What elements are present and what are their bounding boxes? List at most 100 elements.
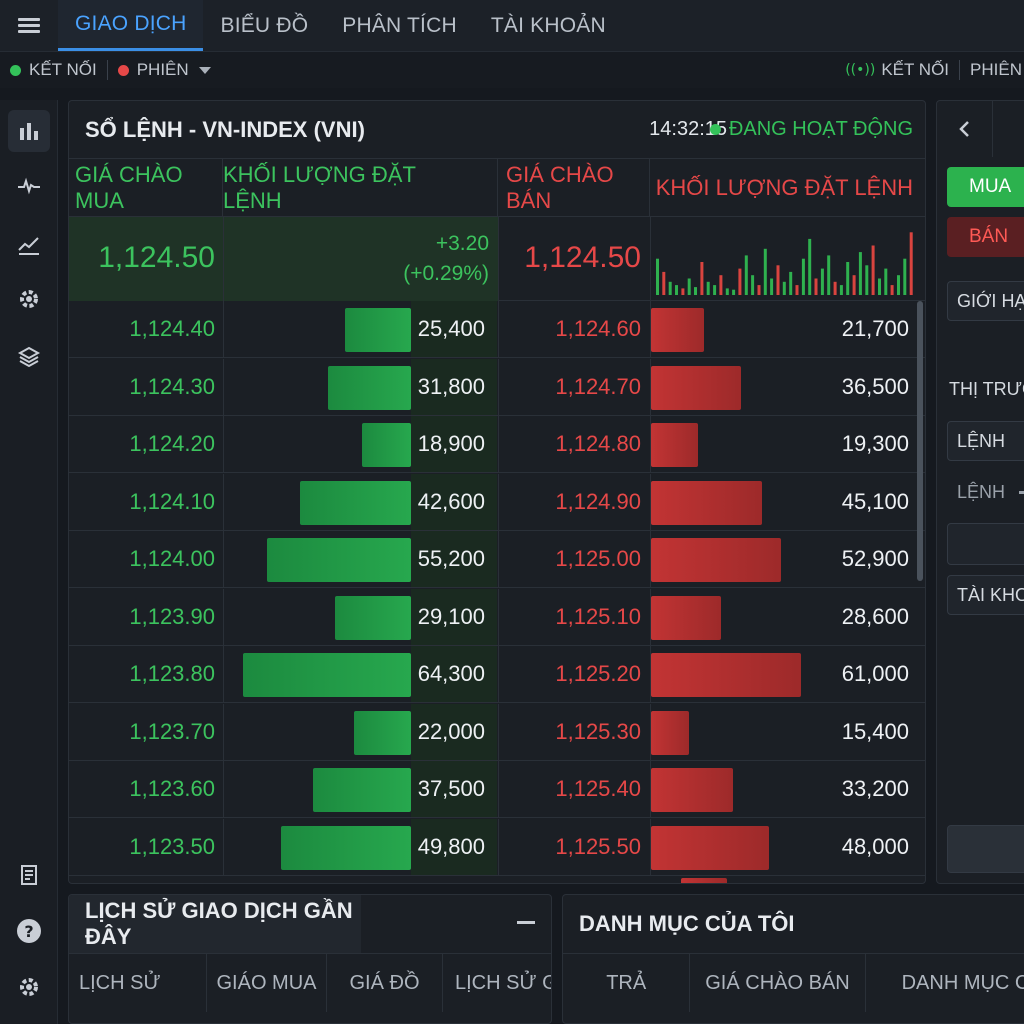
ask-price[interactable]: 1,125.50 xyxy=(555,833,641,859)
session-dropdown[interactable]: PHIÊN xyxy=(108,60,221,80)
bid-depth-bar xyxy=(335,595,411,640)
tab-tai-khoan[interactable]: TÀI KHOẢN xyxy=(490,13,606,37)
bid-price[interactable]: 1,123.90 xyxy=(129,603,215,629)
order-book-row[interactable]: 1,123.70 22,000 1,125.30 15,400 xyxy=(69,703,925,761)
column-header[interactable]: DANH MỤC CỦA xyxy=(901,971,1024,994)
column-header[interactable]: LỊCH SỬ xyxy=(69,954,207,1012)
submit-order-button[interactable] xyxy=(947,825,1024,873)
divider xyxy=(498,703,499,761)
collapse-icon[interactable] xyxy=(517,921,535,924)
order-book-row[interactable]: 1,123.60 37,500 1,125.40 33,200 xyxy=(69,761,925,818)
column-header[interactable]: LỊCH SỬ GI xyxy=(455,971,551,994)
bid-price[interactable]: 1,124.30 xyxy=(129,373,215,399)
bid-volume-header: KHỐI LƯỢNG ĐẶT LỆNH xyxy=(223,159,498,217)
sparkline-bar xyxy=(675,285,678,295)
order-book-row[interactable]: 1,124.30 31,800 1,124.70 36,500 xyxy=(69,358,925,416)
settings-gear-icon[interactable] xyxy=(8,278,50,320)
ask-price[interactable]: 1,125.30 xyxy=(555,718,641,744)
divider xyxy=(223,301,224,358)
ask-price[interactable]: 1,125.10 xyxy=(555,603,641,629)
account-select[interactable]: TÀI KHOẢN xyxy=(947,575,1024,615)
ask-price-header: GIÁ CHÀO BÁN xyxy=(498,159,650,217)
bid-price-header: GIÁ CHÀO MUA xyxy=(69,159,223,217)
order-book-row[interactable]: 1,124.10 42,600 1,124.90 45,100 xyxy=(69,473,925,531)
divider xyxy=(498,301,499,358)
divider xyxy=(498,646,499,703)
svg-text:?: ? xyxy=(24,922,33,941)
order-book-row[interactable]: 1,124.40 25,400 1,124.60 21,700 xyxy=(69,301,925,358)
bid-price[interactable]: 1,123.80 xyxy=(129,661,215,686)
bid-depth-bar xyxy=(345,308,411,352)
sell-button[interactable]: BÁN xyxy=(947,217,1024,257)
ask-price[interactable]: 1,124.80 xyxy=(555,431,641,456)
summary-ask-price: 1,124.50 xyxy=(524,241,641,274)
buy-button[interactable]: MUA xyxy=(947,167,1024,207)
order-book-scrollbar[interactable] xyxy=(917,301,923,581)
ask-price[interactable]: 1,125.20 xyxy=(555,661,641,686)
bid-volume-cell-bg xyxy=(411,301,497,357)
bid-volume: 31,800 xyxy=(417,373,485,399)
order-book-row[interactable]: 1,123.50 49,800 1,125.50 48,000 xyxy=(69,818,925,876)
ask-volume: 19,300 xyxy=(841,431,909,456)
help-icon[interactable]: ? xyxy=(8,910,50,952)
menu-icon[interactable] xyxy=(0,0,58,51)
order-book-row[interactable]: 1,123.80 64,300 1,125.20 61,000 xyxy=(69,646,925,703)
column-header[interactable]: GIÁO MUA xyxy=(207,954,327,1012)
order-book-row[interactable]: 1,124.00 55,200 1,125.00 52,900 xyxy=(69,531,925,588)
sparkline-bar xyxy=(871,245,875,295)
ask-price[interactable]: 1,124.70 xyxy=(555,373,641,399)
ask-depth-bar xyxy=(651,308,704,352)
session-dot-icon xyxy=(117,64,129,76)
divider xyxy=(650,703,651,761)
divider xyxy=(223,703,224,761)
column-header[interactable]: GIÁ CHÀO BÁN xyxy=(690,954,866,1012)
order-type-field[interactable]: LỆNH xyxy=(947,421,1024,461)
bar-chart-icon[interactable] xyxy=(8,110,50,152)
sparkline-bar xyxy=(687,278,691,295)
tab-phan-tich[interactable]: PHÂN TÍCH xyxy=(342,13,457,37)
minus-icon[interactable] xyxy=(1019,491,1024,494)
gear-icon[interactable] xyxy=(8,966,50,1008)
sparkline-bar xyxy=(668,281,672,295)
sparkline-bar xyxy=(706,281,710,295)
sparkline-bar xyxy=(763,248,767,295)
divider xyxy=(650,301,651,358)
sparkline-bar xyxy=(839,285,843,295)
bid-price[interactable]: 1,123.60 xyxy=(129,776,215,801)
sparkline-bar xyxy=(770,278,774,295)
bid-volume-cell-bg xyxy=(411,703,497,760)
order-book-row[interactable]: 1,123.90 29,100 1,125.10 28,600 xyxy=(69,588,925,646)
bid-depth-bar xyxy=(313,768,411,812)
pulse-icon[interactable] xyxy=(8,164,50,206)
tab-giao-dich[interactable]: GIAO DỊCH xyxy=(58,0,204,51)
ask-depth-bar xyxy=(651,538,781,582)
ask-price[interactable]: 1,124.60 xyxy=(555,316,641,341)
trend-line-icon[interactable] xyxy=(8,224,50,266)
ask-price[interactable]: 1,124.90 xyxy=(555,488,641,514)
ask-price[interactable]: 1,125.00 xyxy=(555,546,641,571)
document-list-icon[interactable] xyxy=(8,854,50,896)
connected-dot-icon xyxy=(10,64,21,76)
order-input[interactable] xyxy=(947,523,1024,565)
bid-price[interactable]: 1,124.40 xyxy=(129,316,215,341)
bid-volume: 22,000 xyxy=(417,718,485,744)
bid-price[interactable]: 1,124.00 xyxy=(129,546,215,571)
bid-volume-cell-bg xyxy=(411,473,497,530)
ask-price[interactable]: 1,125.40 xyxy=(555,776,641,801)
back-button[interactable] xyxy=(937,101,993,157)
divider xyxy=(498,588,499,646)
layers-icon[interactable] xyxy=(8,336,50,378)
bid-price[interactable]: 1,124.20 xyxy=(129,431,215,456)
tab-bieu-do[interactable]: BIỂU ĐỒ xyxy=(220,13,309,37)
bid-price[interactable]: 1,123.70 xyxy=(129,718,215,744)
bid-volume: 42,600 xyxy=(417,488,485,514)
bid-volume: 37,500 xyxy=(417,776,485,801)
bid-price[interactable]: 1,124.10 xyxy=(129,488,215,514)
sparkline-bar xyxy=(808,238,812,295)
limit-order-select[interactable]: GIỚI HẠN xyxy=(947,281,1024,321)
bid-price[interactable]: 1,123.50 xyxy=(129,833,215,859)
sparkline-bar xyxy=(890,285,894,295)
column-header[interactable]: TRẢ xyxy=(563,954,691,1012)
column-header[interactable]: GIÁ ĐỒ xyxy=(327,954,443,1012)
order-book-row[interactable]: 1,124.20 18,900 1,124.80 19,300 xyxy=(69,416,925,473)
